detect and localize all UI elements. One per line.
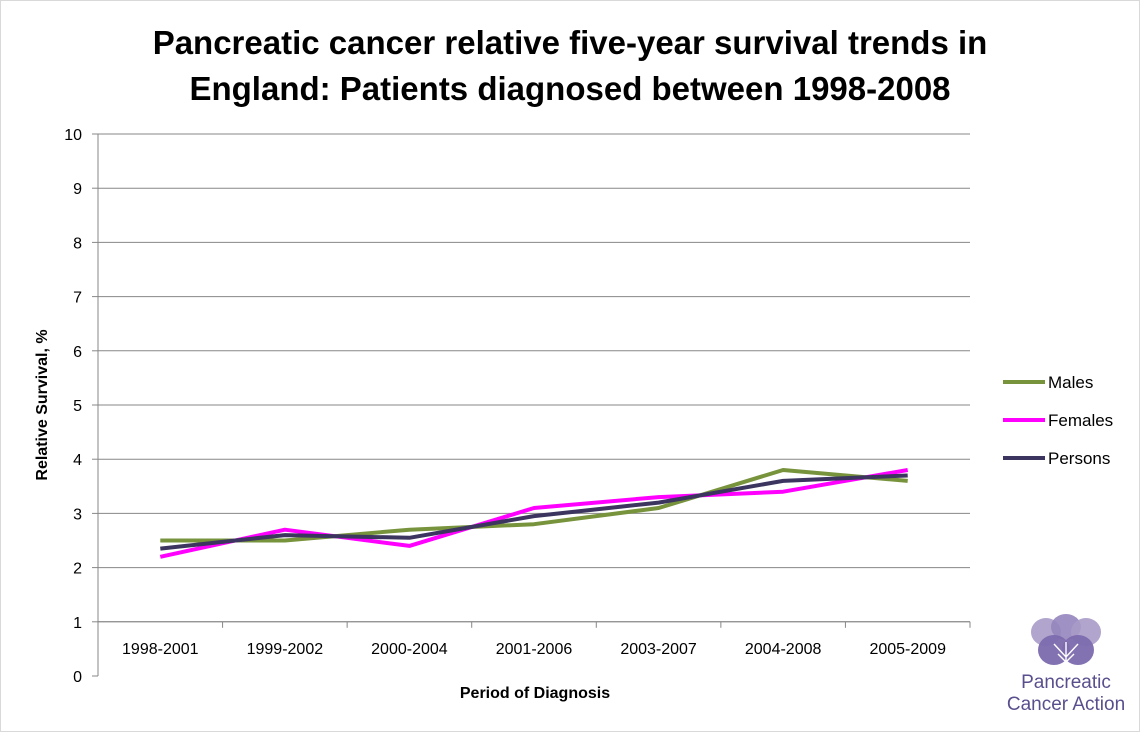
legend: Males Females Persons (1003, 373, 1113, 468)
y-tick-label-7: 7 (73, 290, 82, 307)
x-tick-label-2004-2008: 2004-2008 (745, 641, 822, 658)
legend-label-females: Females (1048, 411, 1113, 430)
pancreatic-cancer-action-logo: Pancreatic Cancer Action (996, 612, 1136, 722)
chart-title: Pancreatic cancer relative five-year sur… (60, 20, 1080, 112)
chart-title-line-2: England: Patients diagnosed between 1998… (189, 70, 951, 107)
y-tick-label-10: 10 (64, 127, 82, 144)
legend-label-males: Males (1048, 373, 1093, 392)
legend-label-persons: Persons (1048, 449, 1110, 468)
y-tick-label-2: 2 (73, 561, 82, 578)
y-tick-label-4: 4 (73, 452, 82, 469)
logo-text-line-1: Pancreatic (1021, 672, 1111, 693)
series-line-females (159, 468, 909, 559)
y-tick-label-0: 0 (73, 669, 82, 686)
series-line-males (160, 468, 908, 543)
x-tick-label-2001-2006: 2001-2006 (496, 641, 573, 658)
y-tick-label-3: 3 (73, 506, 82, 523)
x-tick-label-1998-2001: 1998-2001 (122, 641, 199, 658)
series-line-persons (160, 473, 908, 551)
x-tick-labels: 1998-2001 1999-2002 2000-2004 2001-2006 2003… (122, 641, 946, 658)
logo-text-line-2: Cancer Action (1006, 694, 1126, 715)
y-tick-labels: 0 1 2 3 4 5 6 7 8 9 10 (64, 127, 82, 686)
x-axis-label: Period of Diagnosis (460, 685, 610, 702)
y-tick-label-1: 1 (73, 615, 82, 632)
chart-title-line-1: Pancreatic cancer relative five-year sur… (152, 24, 988, 61)
x-tick-label-1999-2002: 1999-2002 (247, 641, 324, 658)
series-lines (159, 468, 909, 559)
purple-flower-icon (1031, 614, 1101, 667)
y-tick-label-5: 5 (73, 398, 82, 415)
x-tick-label-2003-2007: 2003-2007 (620, 641, 697, 658)
y-tick-label-8: 8 (73, 235, 82, 252)
y-axis-label: Relative Survival, % (34, 329, 51, 480)
x-tick-label-2000-2004: 2000-2004 (371, 641, 448, 658)
gridlines (92, 133, 970, 677)
y-tick-label-9: 9 (73, 181, 82, 198)
y-tick-label-6: 6 (73, 344, 82, 361)
x-tick-label-2005-2009: 2005-2009 (869, 641, 946, 658)
axes (97, 134, 971, 676)
